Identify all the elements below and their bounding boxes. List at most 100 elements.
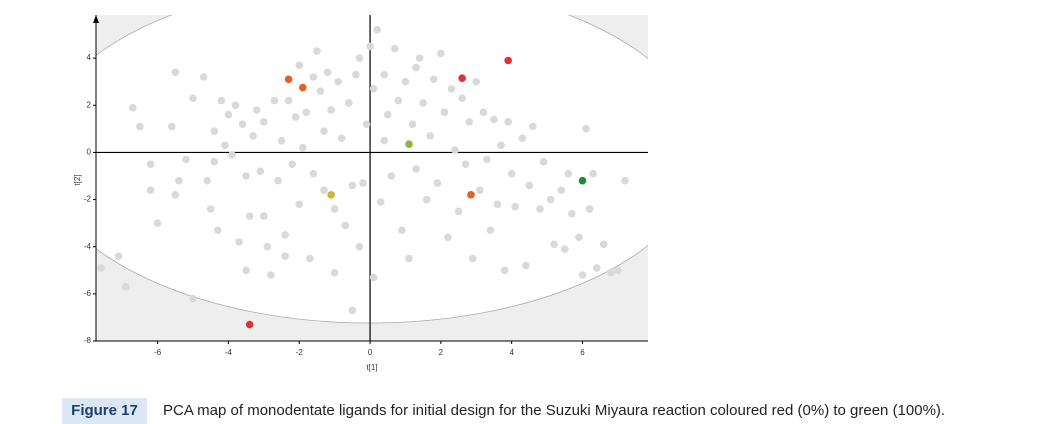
data-point <box>433 179 442 187</box>
data-point <box>490 115 498 124</box>
data-point <box>284 75 293 84</box>
data-point <box>242 266 250 275</box>
data-point <box>306 254 314 263</box>
data-point <box>369 84 378 93</box>
data-point <box>380 136 389 145</box>
data-point <box>564 169 573 178</box>
caption-label: Figure 17 <box>62 398 147 424</box>
data-point <box>337 134 346 143</box>
data-point <box>454 207 463 216</box>
data-point <box>189 294 197 303</box>
data-point <box>114 252 123 260</box>
axis-arrow <box>93 15 99 23</box>
data-point <box>507 169 516 178</box>
data-point <box>369 273 378 282</box>
x-tick-label: 0 <box>368 348 373 357</box>
data-point <box>522 261 530 270</box>
data-point <box>511 202 520 211</box>
data-point <box>529 122 537 131</box>
data-point <box>383 110 392 119</box>
data-point <box>171 191 180 199</box>
data-point <box>458 94 466 103</box>
data-point <box>429 75 438 84</box>
data-point <box>444 233 452 242</box>
data-point <box>210 158 219 166</box>
data-point <box>451 146 459 154</box>
data-point <box>167 122 176 131</box>
data-point <box>525 181 534 190</box>
data-point <box>458 74 466 82</box>
data-point <box>550 240 558 249</box>
data-point <box>359 179 367 187</box>
data-point <box>376 198 385 206</box>
data-point <box>405 254 413 263</box>
y-tick-label: -2 <box>84 195 92 204</box>
data-point <box>486 226 495 235</box>
y-tick-label: -6 <box>84 289 92 298</box>
x-tick-label: 2 <box>439 348 444 357</box>
data-point <box>419 99 427 107</box>
data-point <box>589 169 597 178</box>
data-point <box>546 195 555 204</box>
data-point <box>465 117 473 126</box>
data-point <box>575 233 583 242</box>
data-point <box>578 271 587 279</box>
x-tick-label: -2 <box>296 348 304 357</box>
data-point <box>210 127 219 136</box>
data-point <box>476 186 484 194</box>
data-point <box>295 200 304 209</box>
data-point <box>415 54 424 62</box>
data-point <box>309 73 318 81</box>
data-point <box>330 205 339 213</box>
data-point <box>599 240 608 249</box>
data-point <box>224 110 233 119</box>
data-point <box>97 264 105 272</box>
data-point <box>298 143 307 152</box>
data-point <box>578 176 587 185</box>
y-axis-label: t[2] <box>73 174 82 185</box>
data-point <box>582 125 590 133</box>
data-point <box>320 186 328 194</box>
data-point <box>221 141 229 150</box>
data-point <box>493 200 502 209</box>
data-point <box>182 155 190 164</box>
data-point <box>483 155 491 164</box>
data-point <box>394 96 403 105</box>
data-point <box>284 96 293 105</box>
data-point <box>270 96 279 105</box>
data-point <box>345 99 353 107</box>
data-point <box>260 117 268 126</box>
data-point <box>146 160 155 169</box>
data-point <box>295 61 304 70</box>
data-point <box>536 205 544 213</box>
data-point <box>518 134 527 143</box>
data-point <box>560 245 569 253</box>
data-point <box>348 181 357 190</box>
data-point <box>330 268 339 277</box>
data-point <box>252 106 261 114</box>
data-point <box>412 165 420 173</box>
data-point <box>621 176 629 185</box>
data-point <box>362 120 371 128</box>
data-point <box>327 106 335 114</box>
data-point <box>447 84 456 93</box>
data-point <box>129 103 137 112</box>
data-point <box>405 140 413 148</box>
data-point <box>245 320 254 329</box>
y-tick-label: 0 <box>87 148 92 157</box>
data-point <box>309 169 318 178</box>
data-point <box>313 47 321 55</box>
data-point <box>274 176 282 185</box>
data-point <box>380 70 389 79</box>
data-point <box>557 186 566 194</box>
y-tick-label: -4 <box>84 242 92 251</box>
data-point <box>245 212 254 220</box>
caption-text: PCA map of monodentate ligands for initi… <box>163 402 946 419</box>
data-point <box>281 231 289 239</box>
data-point <box>355 54 364 62</box>
data-point <box>281 252 289 260</box>
data-point <box>398 226 406 235</box>
data-point <box>422 195 431 204</box>
data-point <box>199 73 208 81</box>
